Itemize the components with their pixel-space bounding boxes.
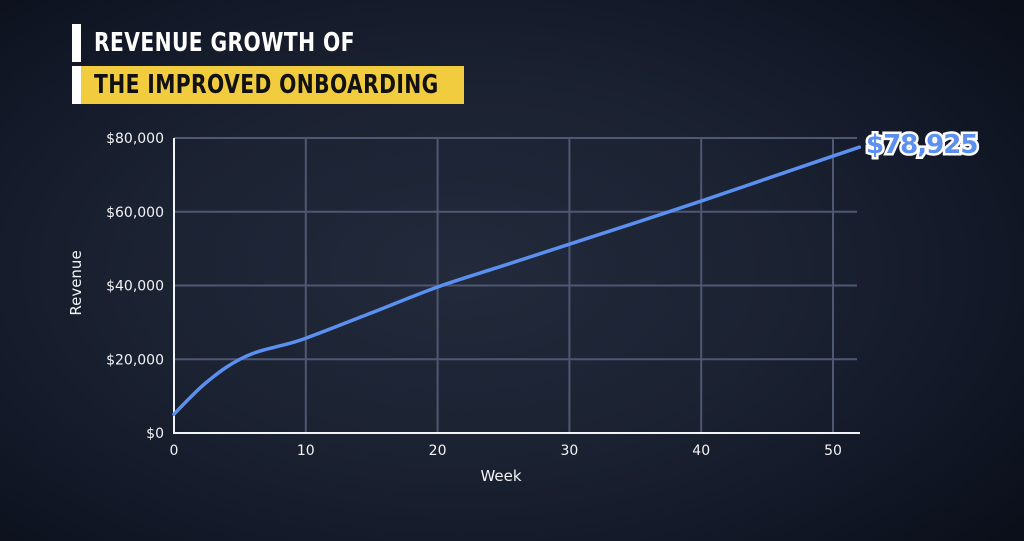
title-accent-bar xyxy=(72,66,81,104)
y-tick-label: $60,000 xyxy=(106,205,164,221)
axes xyxy=(173,138,860,434)
y-tick-label: $40,000 xyxy=(106,279,164,295)
title-line-1: REVENUE GROWTH OF xyxy=(72,24,464,62)
y-tick-labels: $0 $20,000 $40,000 $60,000 $80,000 xyxy=(106,131,164,442)
x-tick-label: 10 xyxy=(297,443,315,459)
final-value-label: $78,925 xyxy=(866,130,977,160)
x-axis-title: Week xyxy=(480,467,521,485)
y-tick-label: $0 xyxy=(146,426,164,442)
title-text-2: THE IMPROVED ONBOARDING xyxy=(94,70,439,100)
y-tick-label: $20,000 xyxy=(106,352,164,368)
title-line-2: THE IMPROVED ONBOARDING xyxy=(72,66,464,104)
y-tick-label: $80,000 xyxy=(106,131,164,147)
x-tick-label: 50 xyxy=(824,443,842,459)
title-highlight xyxy=(81,66,464,104)
title-accent-bar xyxy=(72,24,81,62)
chart-title: REVENUE GROWTH OF THE IMPROVED ONBOARDIN… xyxy=(72,24,464,104)
grid-lines xyxy=(174,137,857,433)
x-tick-labels: 0 10 20 30 40 50 xyxy=(170,443,842,459)
revenue-series-line xyxy=(172,145,862,416)
x-tick-label: 40 xyxy=(692,443,710,459)
x-tick-label: 30 xyxy=(560,443,578,459)
x-tick-label: 0 xyxy=(170,443,179,459)
x-tick-label: 20 xyxy=(429,443,447,459)
y-axis-title: Revenue xyxy=(67,250,85,315)
title-text-1: REVENUE GROWTH OF xyxy=(94,28,355,58)
